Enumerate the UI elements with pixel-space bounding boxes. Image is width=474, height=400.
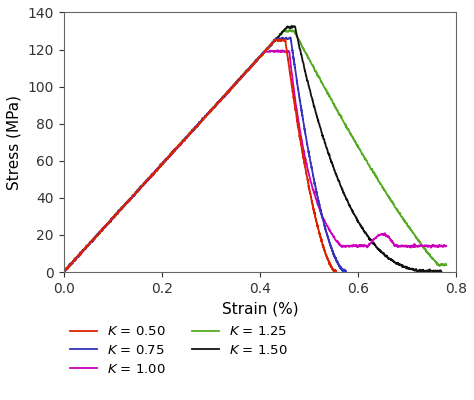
K = 1.25 <box>383 191 389 196</box>
K = 0.75 <box>334 259 340 264</box>
K = 1.25 <box>352 139 357 144</box>
K = 1.50 <box>408 267 414 272</box>
K = 0.50 <box>313 218 319 223</box>
Legend: $K$ = 0.50, $K$ = 0.75, $K$ = 1.00, $K$ = 1.25, $K$ = 1.50: $K$ = 0.50, $K$ = 0.75, $K$ = 1.00, $K$ … <box>70 325 288 376</box>
Line: K = 0.50: K = 0.50 <box>64 39 336 272</box>
K = 1.00 <box>419 243 424 248</box>
K = 1.25 <box>61 269 66 274</box>
K = 1.00 <box>382 232 387 237</box>
K = 1.50 <box>350 211 356 216</box>
K = 1.25 <box>419 243 425 248</box>
K = 1.50 <box>418 270 423 274</box>
K = 1.25 <box>412 233 418 238</box>
K = 1.00 <box>313 196 319 200</box>
K = 1.50 <box>317 124 323 129</box>
Line: K = 1.50: K = 1.50 <box>64 26 441 272</box>
K = 0.50 <box>302 166 308 171</box>
K = 1.50 <box>415 268 421 273</box>
K = 0.75 <box>343 269 348 274</box>
K = 1.50 <box>381 252 387 256</box>
K = 0.75 <box>98 229 104 234</box>
Line: K = 1.00: K = 1.00 <box>64 50 446 272</box>
K = 1.00 <box>411 244 417 248</box>
Y-axis label: Stress (MPa): Stress (MPa) <box>7 95 22 190</box>
K = 1.25 <box>317 75 323 80</box>
K = 0.75 <box>61 270 66 274</box>
K = 0.75 <box>331 254 337 258</box>
K = 1.50 <box>61 269 66 274</box>
K = 1.00 <box>349 243 355 248</box>
K = 0.75 <box>310 170 315 175</box>
K = 1.00 <box>443 244 449 248</box>
K = 1.50 <box>289 24 295 28</box>
Line: K = 0.75: K = 0.75 <box>64 37 346 272</box>
Line: K = 1.25: K = 1.25 <box>64 29 446 272</box>
K = 0.50 <box>283 37 288 42</box>
K = 1.25 <box>443 262 449 267</box>
K = 0.50 <box>333 269 339 274</box>
K = 1.25 <box>282 27 287 32</box>
K = 1.25 <box>99 227 104 232</box>
K = 0.50 <box>325 257 331 262</box>
K = 1.50 <box>438 269 444 274</box>
K = 0.50 <box>61 270 66 274</box>
K = 0.75 <box>287 35 293 40</box>
K = 1.00 <box>61 270 66 274</box>
K = 0.50 <box>97 230 103 235</box>
X-axis label: Strain (%): Strain (%) <box>221 301 298 316</box>
K = 1.00 <box>98 229 103 234</box>
K = 0.75 <box>321 222 327 227</box>
K = 0.50 <box>291 96 297 101</box>
K = 1.00 <box>274 48 280 52</box>
K = 0.75 <box>297 98 303 102</box>
K = 0.50 <box>323 252 328 256</box>
K = 1.50 <box>99 228 104 233</box>
